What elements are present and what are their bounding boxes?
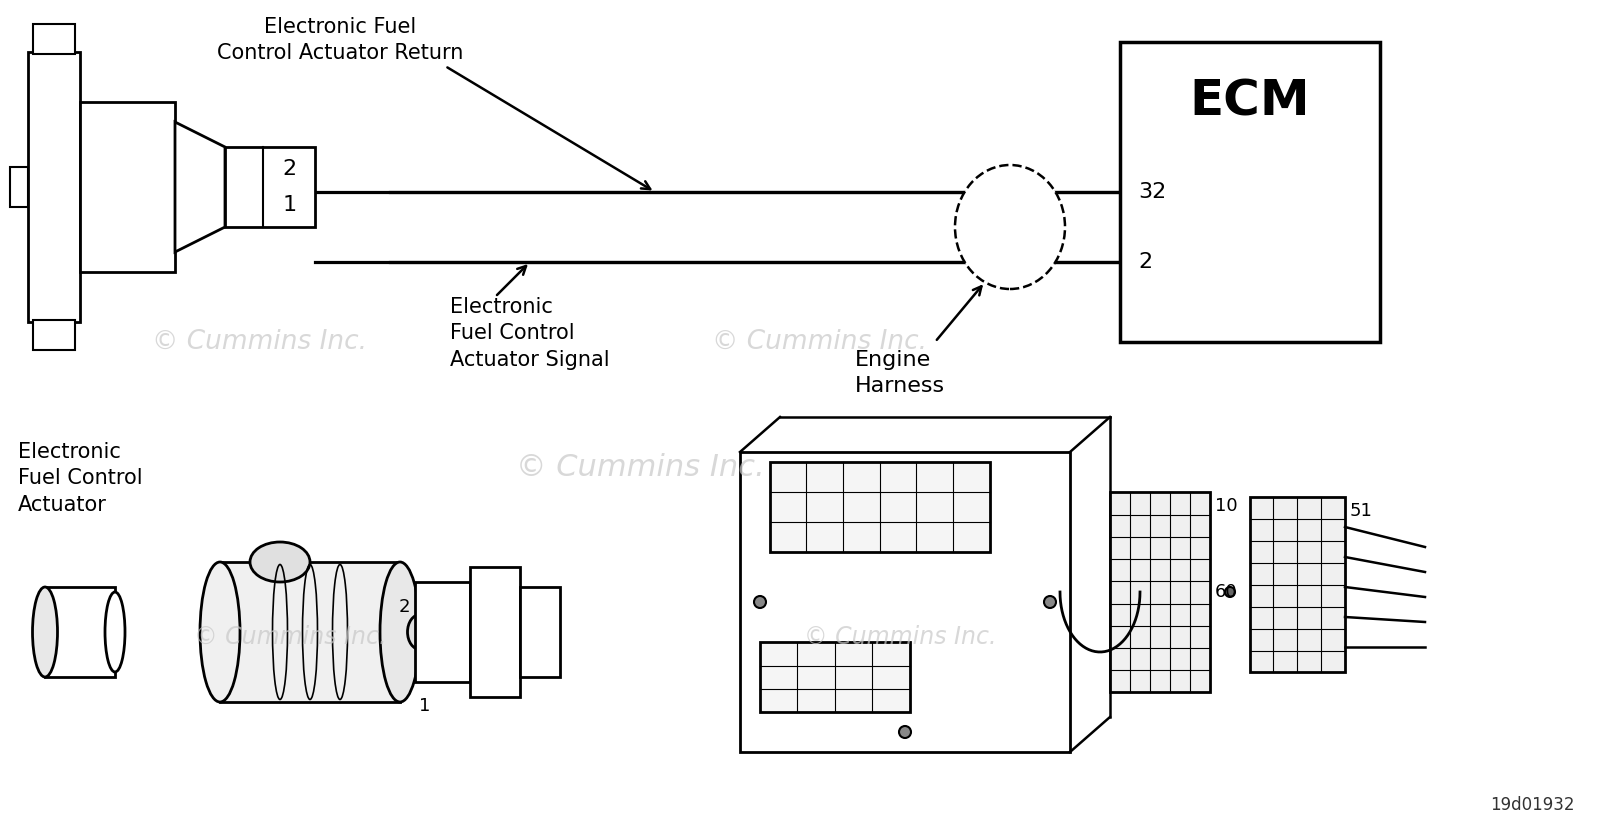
Bar	[34, 320, 75, 350]
Ellipse shape	[1226, 587, 1235, 597]
Text: © Cummins Inc.: © Cummins Inc.	[515, 453, 765, 482]
Bar	[34, 24, 75, 54]
Bar	[770, 462, 990, 552]
Text: 32: 32	[1138, 182, 1166, 202]
Bar	[470, 567, 520, 697]
Text: 2: 2	[283, 159, 298, 179]
Ellipse shape	[1043, 596, 1056, 608]
Bar	[520, 587, 560, 677]
Text: © Cummins Inc.: © Cummins Inc.	[152, 329, 368, 355]
Ellipse shape	[381, 562, 419, 702]
Bar	[414, 582, 470, 682]
Polygon shape	[174, 122, 226, 252]
Bar	[29, 52, 80, 322]
Text: 60: 60	[1214, 583, 1238, 601]
Bar	[45, 587, 115, 677]
Text: Electronic
Fuel Control
Actuator: Electronic Fuel Control Actuator	[18, 442, 142, 515]
Bar	[739, 452, 1070, 752]
Bar	[221, 562, 400, 702]
Text: 1: 1	[419, 697, 430, 715]
Bar	[80, 102, 174, 272]
Text: 19d01932: 19d01932	[1491, 796, 1574, 814]
Bar	[10, 167, 29, 207]
Ellipse shape	[250, 542, 310, 582]
Text: Electronic Fuel
Control Actuator Return: Electronic Fuel Control Actuator Return	[218, 17, 462, 63]
Ellipse shape	[408, 615, 432, 650]
Text: 2: 2	[398, 598, 410, 616]
Text: 10: 10	[1214, 497, 1238, 515]
Text: © Cummins Inc.: © Cummins Inc.	[712, 329, 928, 355]
Ellipse shape	[754, 596, 766, 608]
Text: Engine
Harness: Engine Harness	[854, 350, 946, 396]
Bar	[226, 147, 315, 227]
Text: Electronic
Fuel Control
Actuator Signal: Electronic Fuel Control Actuator Signal	[450, 297, 610, 369]
Ellipse shape	[32, 587, 58, 677]
Text: 1: 1	[283, 196, 298, 215]
Ellipse shape	[955, 165, 1066, 289]
Text: 2: 2	[1138, 252, 1152, 272]
Ellipse shape	[899, 726, 910, 738]
Text: ECM: ECM	[1190, 78, 1310, 126]
Ellipse shape	[106, 592, 125, 672]
Text: © Cummins Inc.: © Cummins Inc.	[803, 625, 997, 649]
Bar	[1110, 492, 1210, 692]
Bar	[760, 642, 910, 712]
Ellipse shape	[200, 562, 240, 702]
Bar	[1120, 42, 1379, 342]
Text: 51: 51	[1350, 502, 1373, 520]
Bar	[1250, 497, 1346, 672]
Text: © Cummins Inc.: © Cummins Inc.	[194, 625, 386, 649]
